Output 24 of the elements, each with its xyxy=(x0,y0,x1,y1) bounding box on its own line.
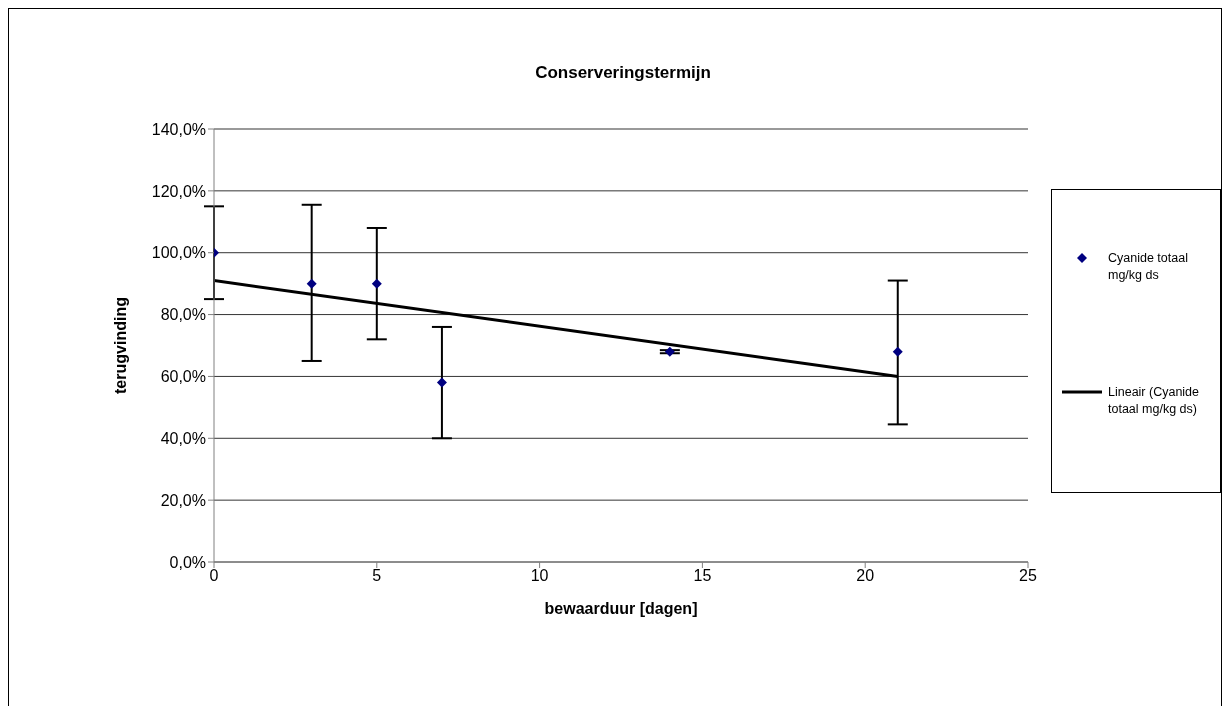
x-tick-label: 25 xyxy=(1019,567,1037,585)
x-axis-title: bewaarduur [dagen] xyxy=(544,600,698,617)
y-tick-label: 60,0% xyxy=(160,368,206,386)
point xyxy=(664,346,675,357)
chart-title: Conserveringstermijn xyxy=(534,63,712,83)
point xyxy=(436,377,447,388)
y-tick-label: 120,0% xyxy=(151,182,206,200)
y-tick-label: 80,0% xyxy=(160,306,206,324)
legend-label: Cyanide totaal mg/kg ds xyxy=(1108,250,1189,284)
y-tick-label: 0,0% xyxy=(169,553,206,571)
point xyxy=(892,346,903,357)
y-axis-title: terugvinding xyxy=(111,297,129,394)
y-tick-label: 20,0% xyxy=(160,491,206,509)
x-tick-label: 5 xyxy=(372,567,382,585)
point xyxy=(371,278,382,289)
x-tick-label: 10 xyxy=(530,567,549,585)
x-tick-label: 15 xyxy=(693,567,712,585)
x-tick-label: 0 xyxy=(209,567,219,585)
x-tick-label: 20 xyxy=(856,567,875,585)
y-tick-label: 140,0% xyxy=(151,120,206,138)
y-tick-label: 40,0% xyxy=(160,429,206,447)
legend-label: Lineair (Cyanide totaal mg/kg ds) xyxy=(1108,384,1201,418)
y-tick-label: 100,0% xyxy=(151,244,206,262)
point xyxy=(306,278,317,289)
